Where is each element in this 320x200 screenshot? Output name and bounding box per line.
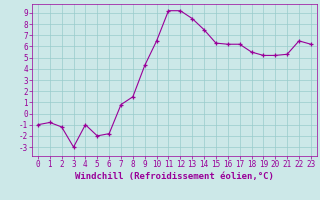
X-axis label: Windchill (Refroidissement éolien,°C): Windchill (Refroidissement éolien,°C) [75,172,274,181]
